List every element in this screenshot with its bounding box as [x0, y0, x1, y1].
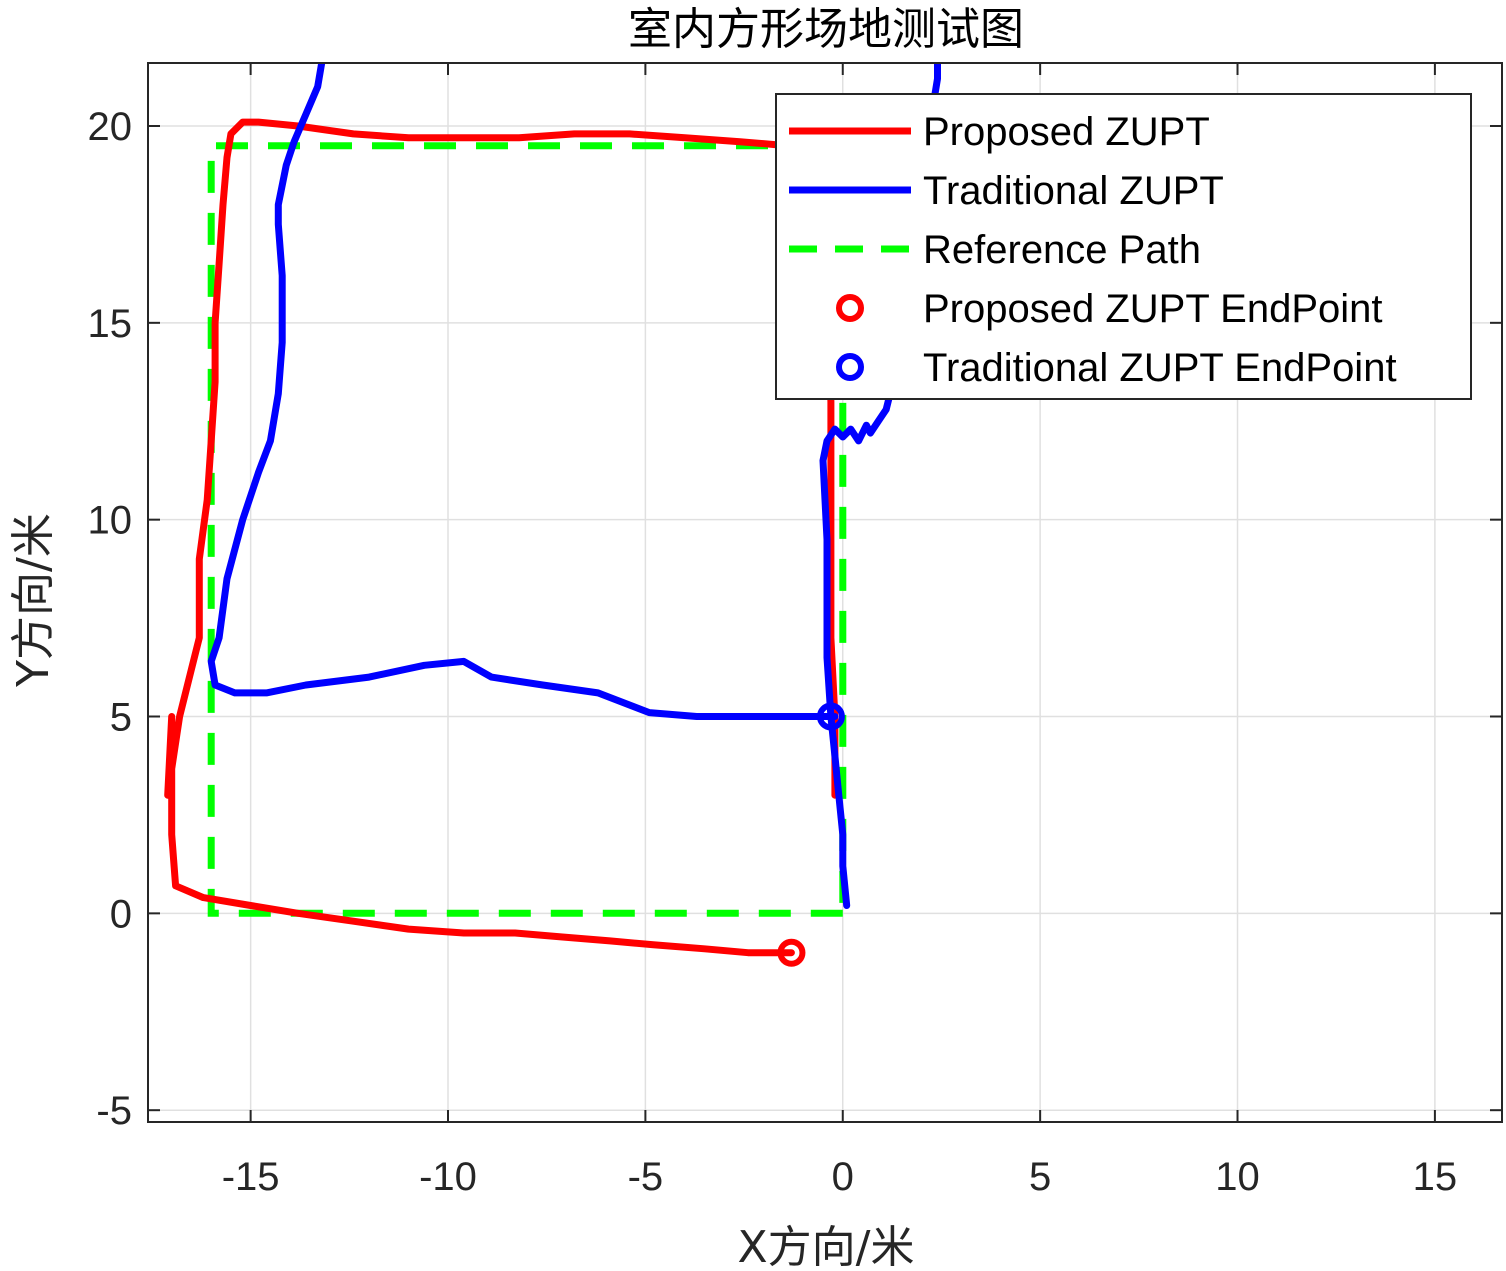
- y-axis-label: Y方向/米: [8, 513, 59, 688]
- y-tick-label: 0: [110, 892, 132, 936]
- chart-title: 室内方形场地测试图: [628, 4, 1024, 55]
- x-axis-label: X方向/米: [738, 1222, 915, 1271]
- x-tick-label: -15: [222, 1155, 280, 1199]
- traditional-zupt-line: [207, 63, 839, 720]
- x-tick-label: -10: [419, 1155, 477, 1199]
- legend: Proposed ZUPT Traditional ZUPT Reference P…: [775, 93, 1472, 400]
- legend-label-traditional-zupt-endpoint: Traditional ZUPT EndPoint: [923, 346, 1397, 390]
- traditional-zupt-endpoint-marker: [816, 702, 845, 731]
- x-tick-label: -5: [628, 1155, 664, 1199]
- x-tick-label: 5: [1029, 1155, 1051, 1199]
- proposed-zupt-endpoint-marker: [777, 938, 806, 967]
- legend-label-proposed-zupt-endpoint: Proposed ZUPT EndPoint: [923, 287, 1383, 331]
- x-tick-label: 0: [832, 1155, 854, 1199]
- legend-label-reference-path: Reference Path: [923, 228, 1201, 272]
- y-tick-labels: -5 0 5 10 15 20: [88, 105, 133, 1133]
- y-tick-label: -5: [96, 1089, 132, 1133]
- y-tick-label: 15: [88, 302, 133, 346]
- x-tick-labels: -15 -10 -5 0 5 10 15: [222, 1155, 1457, 1199]
- plot-frame: [147, 62, 1503, 1123]
- legend-label-traditional-zupt: Traditional ZUPT: [923, 169, 1224, 213]
- x-tick-label: 10: [1215, 1155, 1260, 1199]
- legend-swatch-proposed-zupt-endpoint: [836, 294, 864, 322]
- y-tick-label: 10: [88, 499, 133, 543]
- legend-swatch-traditional-zupt-endpoint: [836, 353, 864, 381]
- legend-label-proposed-zupt: Proposed ZUPT: [923, 110, 1210, 154]
- y-tick-label: 20: [88, 105, 133, 149]
- ticks: [148, 63, 1502, 1122]
- reference-path-line: [207, 142, 847, 917]
- x-tick-label: 15: [1413, 1155, 1458, 1199]
- y-tick-label: 5: [110, 696, 132, 740]
